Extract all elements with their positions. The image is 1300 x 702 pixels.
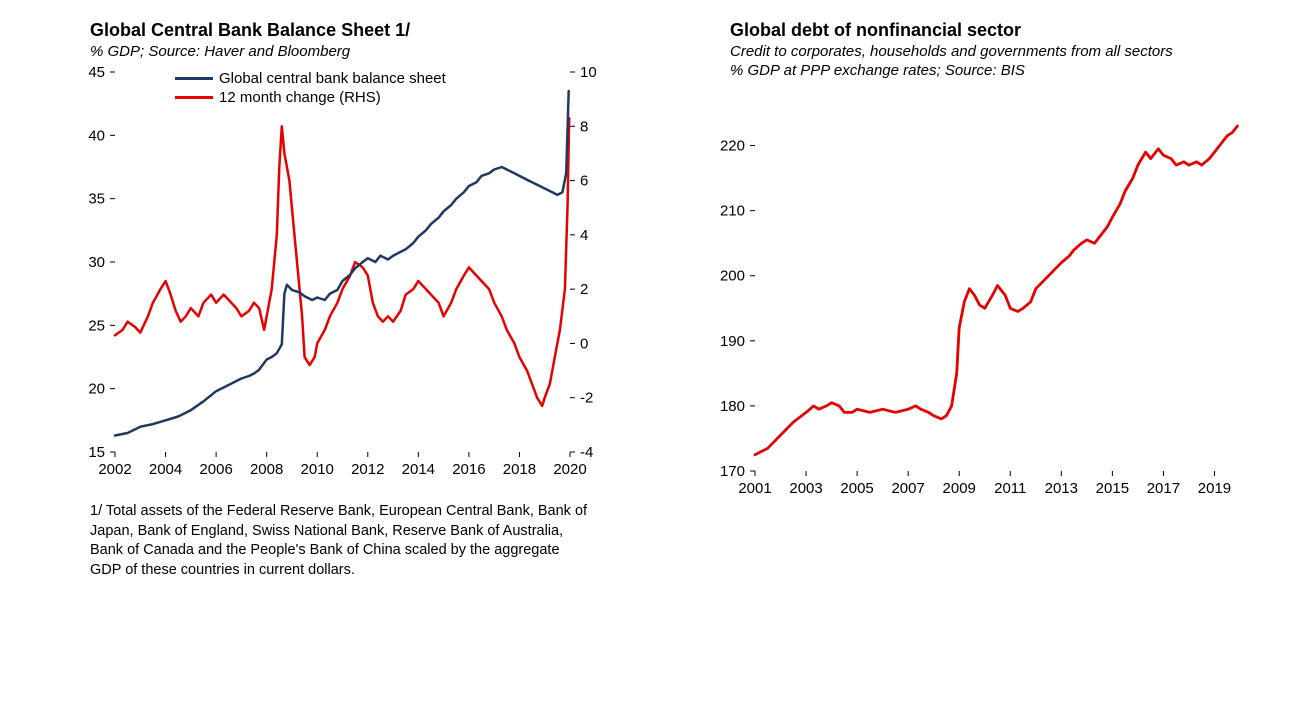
svg-text:2002: 2002 (98, 461, 131, 478)
svg-text:190: 190 (720, 333, 745, 350)
svg-text:2010: 2010 (301, 461, 334, 478)
svg-text:2016: 2016 (452, 461, 485, 478)
right-chart-wrap: 170 180 190 200 210 220 2001 2003 2005 2007 2009 20… (700, 81, 1260, 511)
svg-text:45: 45 (88, 64, 105, 81)
svg-text:2019: 2019 (1198, 480, 1231, 497)
svg-text:2020: 2020 (553, 461, 586, 478)
svg-text:180: 180 (720, 398, 745, 415)
left-title: Global Central Bank Balance Sheet 1/ (90, 20, 650, 41)
right-subtitle-2: % GDP at PPP exchange rates; Source: BIS (730, 62, 1260, 79)
left-subtitle: % GDP; Source: Haver and Bloomberg (90, 43, 650, 60)
svg-text:2018: 2018 (503, 461, 536, 478)
svg-text:35: 35 (88, 191, 105, 208)
svg-text:25: 25 (88, 317, 105, 334)
svg-text:4: 4 (580, 227, 588, 244)
svg-text:2012: 2012 (351, 461, 384, 478)
right-title: Global debt of nonfinancial sector (730, 20, 1260, 41)
svg-text:2011: 2011 (994, 480, 1026, 497)
left-chart-svg: 15 20 25 30 35 40 45 -4 -2 0 2 4 6 8 10 2002 2004 2006 200… (60, 62, 620, 492)
left-panel: Global Central Bank Balance Sheet 1/ % G… (60, 20, 650, 682)
legend-swatch-1 (175, 77, 213, 80)
svg-text:0: 0 (580, 335, 588, 352)
svg-text:-4: -4 (580, 444, 593, 461)
svg-text:6: 6 (580, 173, 588, 190)
svg-text:2: 2 (580, 281, 588, 298)
svg-text:2014: 2014 (402, 461, 435, 478)
svg-text:2017: 2017 (1147, 480, 1180, 497)
legend-label-1: Global central bank balance sheet (219, 70, 446, 87)
svg-text:2001: 2001 (738, 480, 771, 497)
svg-text:200: 200 (720, 268, 745, 285)
svg-text:2015: 2015 (1096, 480, 1129, 497)
svg-text:2013: 2013 (1045, 480, 1078, 497)
svg-text:2007: 2007 (891, 480, 924, 497)
left-chart-wrap: Global central bank balance sheet 12 mon… (60, 62, 650, 492)
legend-row-1: Global central bank balance sheet (175, 70, 446, 87)
svg-text:40: 40 (88, 127, 105, 144)
legend-swatch-2 (175, 96, 213, 99)
svg-text:2006: 2006 (199, 461, 232, 478)
legend-row-2: 12 month change (RHS) (175, 89, 446, 106)
svg-text:2003: 2003 (789, 480, 822, 497)
svg-text:2005: 2005 (840, 480, 873, 497)
right-panel: Global debt of nonfinancial sector Credi… (700, 20, 1260, 682)
svg-text:2009: 2009 (943, 480, 976, 497)
svg-text:10: 10 (580, 64, 597, 81)
left-legend: Global central bank balance sheet 12 mon… (175, 70, 446, 108)
svg-text:15: 15 (88, 444, 105, 461)
svg-text:210: 210 (720, 203, 745, 220)
svg-text:8: 8 (580, 118, 588, 135)
svg-text:20: 20 (88, 381, 105, 398)
legend-label-2: 12 month change (RHS) (219, 89, 381, 106)
svg-text:170: 170 (720, 463, 745, 480)
svg-text:2008: 2008 (250, 461, 283, 478)
svg-text:220: 220 (720, 138, 745, 155)
svg-text:2004: 2004 (149, 461, 182, 478)
left-footnote: 1/ Total assets of the Federal Reserve B… (90, 502, 590, 580)
svg-text:-2: -2 (580, 390, 593, 407)
svg-text:30: 30 (88, 254, 105, 271)
charts-container: Global Central Bank Balance Sheet 1/ % G… (0, 0, 1300, 702)
right-chart-svg: 170 180 190 200 210 220 2001 2003 2005 2007 2009 20… (700, 81, 1260, 511)
right-subtitle-1: Credit to corporates, households and gov… (730, 43, 1260, 60)
